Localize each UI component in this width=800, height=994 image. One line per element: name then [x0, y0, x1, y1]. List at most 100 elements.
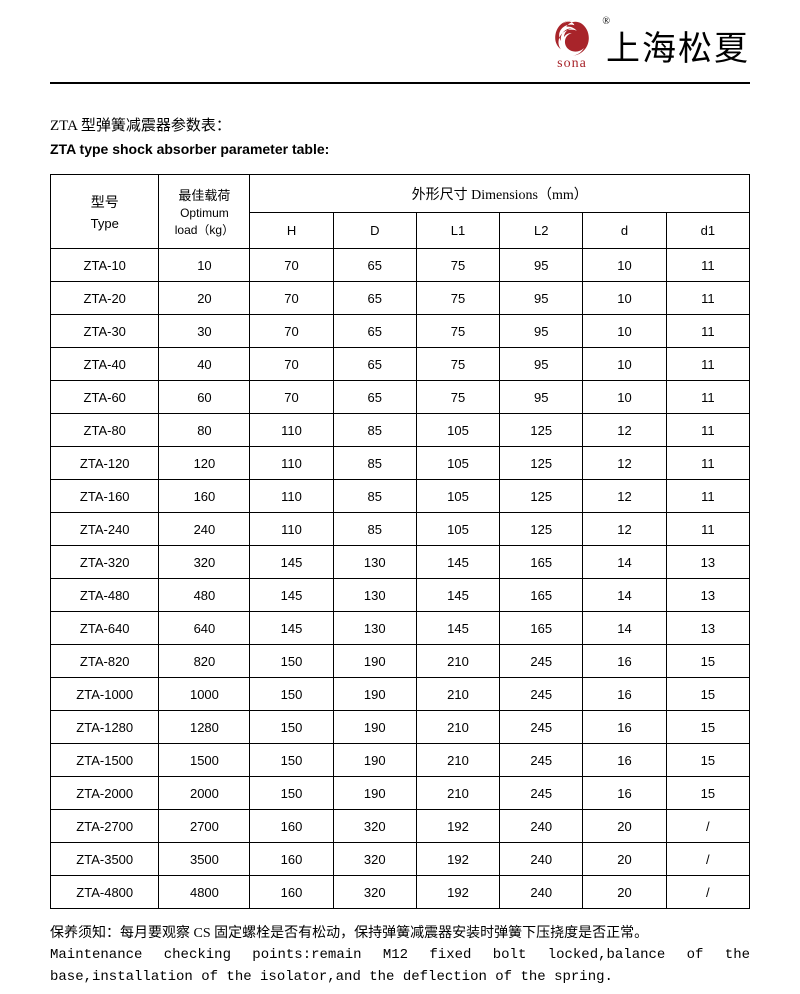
table-cell: 75 [416, 282, 499, 315]
table-cell: 4800 [159, 876, 250, 909]
table-cell: ZTA-640 [51, 612, 159, 645]
table-cell: 192 [416, 843, 499, 876]
table-cell: 165 [500, 579, 583, 612]
table-cell: 245 [500, 777, 583, 810]
table-cell: 65 [333, 282, 416, 315]
table-row: ZTA-200020001501902102451615 [51, 777, 750, 810]
table-cell: 160 [250, 843, 333, 876]
table-cell: 14 [583, 579, 666, 612]
table-cell: 320 [333, 843, 416, 876]
th-type: 型号 Type [51, 175, 159, 249]
table-cell: ZTA-160 [51, 480, 159, 513]
table-cell: 190 [333, 711, 416, 744]
table-cell: 3500 [159, 843, 250, 876]
table-cell: 15 [666, 711, 749, 744]
table-cell: 150 [250, 777, 333, 810]
table-cell: 15 [666, 744, 749, 777]
table-cell: 240 [159, 513, 250, 546]
footer-en-line1: Maintenance checking points:remain M12 f… [50, 945, 750, 967]
table-cell: 120 [159, 447, 250, 480]
footer-cn: 保养须知：每月要观察 CS 固定螺栓是否有松动，保持弹簧减震器安装时弹簧下压挠度… [50, 923, 750, 945]
table-cell: 105 [416, 447, 499, 480]
table-cell: 145 [250, 579, 333, 612]
table-cell: 14 [583, 612, 666, 645]
table-cell: 210 [416, 678, 499, 711]
table-row: ZTA-4040706575951011 [51, 348, 750, 381]
table-cell: / [666, 810, 749, 843]
table-cell: 10 [159, 249, 250, 282]
registered-icon: ® [602, 16, 610, 27]
table-cell: 150 [250, 744, 333, 777]
table-cell: 20 [583, 876, 666, 909]
table-cell: 192 [416, 810, 499, 843]
th-type-en: Type [53, 216, 156, 231]
table-row: ZTA-240240110851051251211 [51, 513, 750, 546]
table-cell: 210 [416, 711, 499, 744]
table-cell: 10 [583, 315, 666, 348]
table-cell: 12 [583, 414, 666, 447]
table-cell: 13 [666, 579, 749, 612]
logo-icon [552, 18, 592, 58]
table-row: ZTA-3030706575951011 [51, 315, 750, 348]
table-cell: 95 [500, 348, 583, 381]
table-row: ZTA-8080110851051251211 [51, 414, 750, 447]
table-cell: / [666, 876, 749, 909]
table-cell: 190 [333, 744, 416, 777]
table-cell: 85 [333, 480, 416, 513]
table-row: ZTA-3203201451301451651413 [51, 546, 750, 579]
table-cell: 210 [416, 744, 499, 777]
table-cell: 65 [333, 249, 416, 282]
table-cell: 13 [666, 612, 749, 645]
logo-text-cn: 上海松夏 [606, 21, 750, 70]
table-cell: 150 [250, 645, 333, 678]
table-row: ZTA-2020706575951011 [51, 282, 750, 315]
table-cell: 1000 [159, 678, 250, 711]
th-type-cn: 型号 [91, 196, 119, 211]
table-row: ZTA-100010001501902102451615 [51, 678, 750, 711]
table-cell: 15 [666, 777, 749, 810]
table-cell: 16 [583, 645, 666, 678]
table-row: ZTA-1010706575951011 [51, 249, 750, 282]
table-cell: 145 [250, 612, 333, 645]
footer-note: 保养须知：每月要观察 CS 固定螺栓是否有松动，保持弹簧减震器安装时弹簧下压挠度… [50, 923, 750, 988]
table-cell: 10 [583, 282, 666, 315]
table-cell: 145 [416, 612, 499, 645]
th-dim-d: d [583, 213, 666, 249]
table-cell: 85 [333, 513, 416, 546]
table-cell: 65 [333, 381, 416, 414]
table-cell: 820 [159, 645, 250, 678]
page-title: ZTA 型弹簧减震器参数表： ZTA type shock absorber p… [50, 114, 750, 160]
table-cell: 70 [250, 381, 333, 414]
table-cell: 14 [583, 546, 666, 579]
table-cell: 65 [333, 348, 416, 381]
table-cell: 245 [500, 744, 583, 777]
table-cell: ZTA-1000 [51, 678, 159, 711]
header: sona ® 上海松夏 [50, 18, 750, 82]
table-cell: 15 [666, 678, 749, 711]
table-cell: 11 [666, 414, 749, 447]
table-cell: 70 [250, 249, 333, 282]
table-row: ZTA-150015001501902102451615 [51, 744, 750, 777]
table-cell: 20 [159, 282, 250, 315]
table-cell: 70 [250, 282, 333, 315]
table-cell: ZTA-80 [51, 414, 159, 447]
table-cell: 10 [583, 381, 666, 414]
table-cell: 320 [333, 810, 416, 843]
table-cell: 150 [250, 711, 333, 744]
table-cell: 2000 [159, 777, 250, 810]
table-cell: 1280 [159, 711, 250, 744]
table-cell: ZTA-10 [51, 249, 159, 282]
table-cell: 16 [583, 711, 666, 744]
table-cell: 2700 [159, 810, 250, 843]
table-cell: 12 [583, 480, 666, 513]
table-cell: 70 [250, 348, 333, 381]
table-cell: 65 [333, 315, 416, 348]
table-cell: ZTA-2700 [51, 810, 159, 843]
table-cell: 320 [333, 876, 416, 909]
table-cell: ZTA-120 [51, 447, 159, 480]
table-cell: 110 [250, 414, 333, 447]
table-cell: 110 [250, 480, 333, 513]
table-cell: 70 [250, 315, 333, 348]
table-cell: 240 [500, 876, 583, 909]
th-dimensions-group: 外形尺寸 Dimensions（mm） [250, 175, 750, 213]
